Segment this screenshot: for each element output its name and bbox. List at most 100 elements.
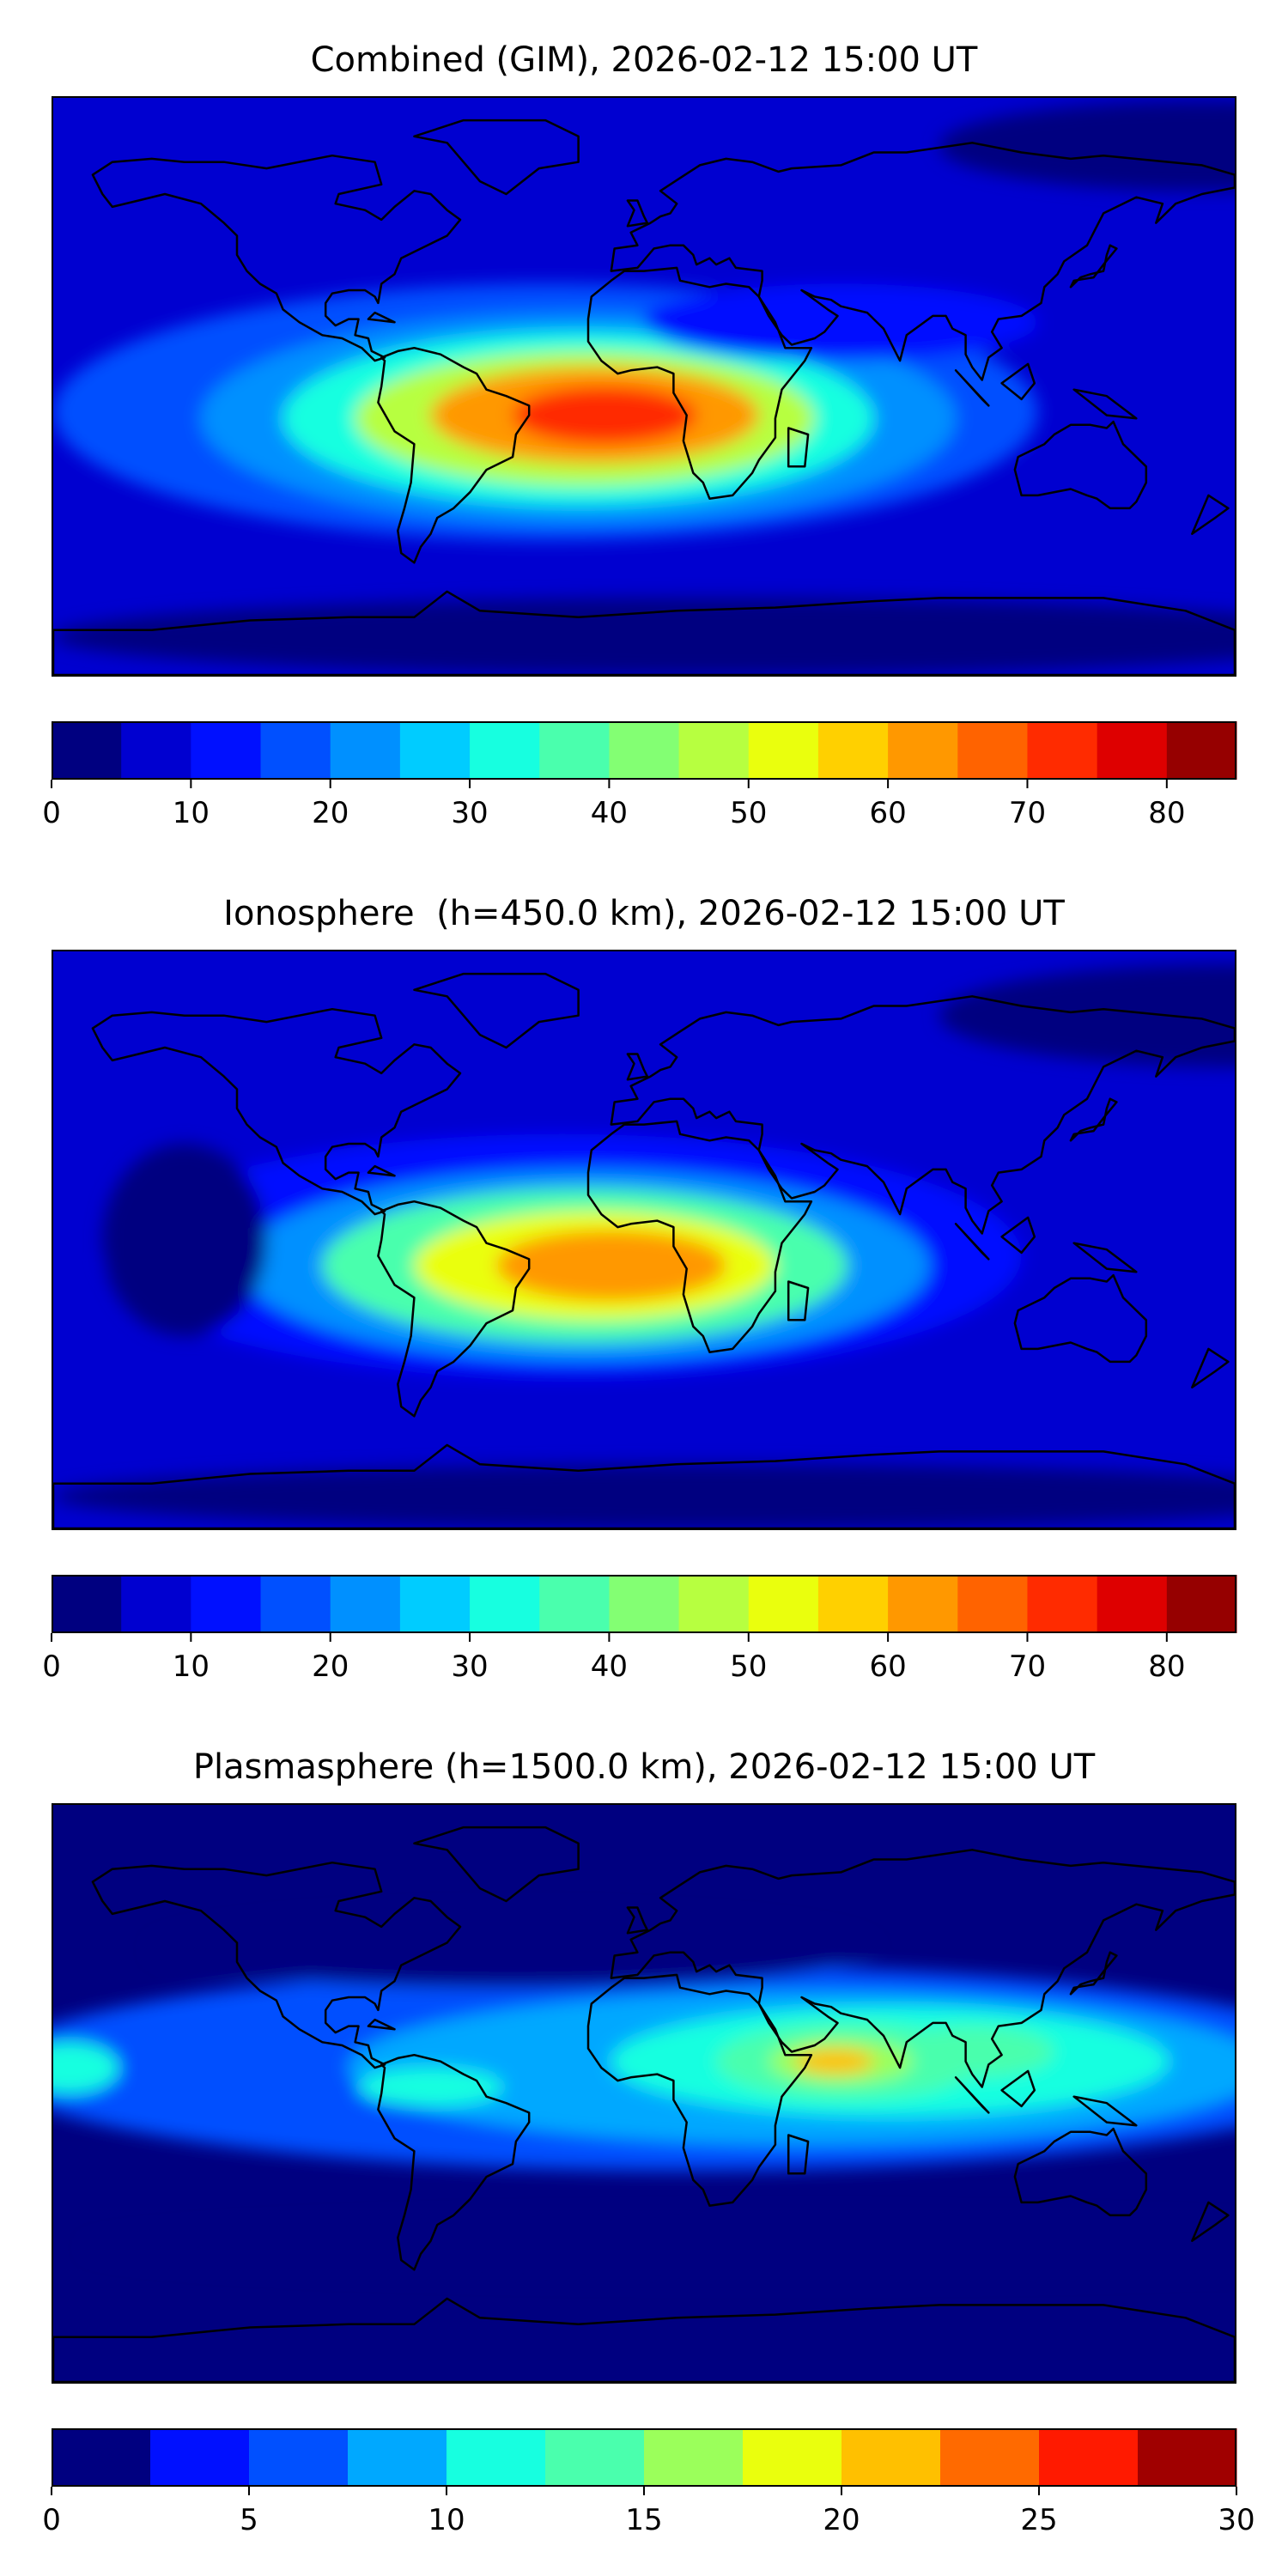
colorbar-tick-label: 60 <box>869 796 906 830</box>
colorbar-segment <box>888 721 958 780</box>
contour-band <box>513 386 697 445</box>
colorbar-segment <box>678 1575 750 1633</box>
colorbar-tick-label: 0 <box>42 1649 61 1684</box>
colorbar-segment <box>1138 2428 1237 2487</box>
coastline <box>53 590 1235 675</box>
colorbar-tick-label: 20 <box>823 2503 860 2537</box>
coastline <box>787 1280 810 1321</box>
colorbar-segment <box>609 721 680 780</box>
colorbar-combined: 0 10 20 30 40 50 60 70 80 <box>42 721 1237 830</box>
colorbar-segment <box>348 2428 447 2487</box>
coastline <box>367 1164 396 1177</box>
colorbar-segment <box>817 1575 889 1633</box>
contour-band <box>939 963 1235 1067</box>
colorbar-segment <box>1166 721 1237 780</box>
coastline <box>954 1223 990 1261</box>
contour-band <box>53 2042 119 2093</box>
coastline <box>954 2076 990 2114</box>
colorbar-segment <box>52 721 122 780</box>
coastline <box>413 972 580 1049</box>
contour-band <box>794 2048 874 2075</box>
colorbar-segment <box>940 2428 1040 2487</box>
colorbar-segment <box>743 2428 842 2487</box>
colorbar-segment <box>470 721 540 780</box>
contour-band <box>644 283 1038 361</box>
map-ionosphere <box>52 950 1236 1530</box>
colorbar-segment <box>52 1575 122 1633</box>
coastline <box>1191 1347 1230 1388</box>
colorbar-tick-label: 30 <box>1218 2503 1255 2537</box>
coastline <box>610 995 1235 1235</box>
colorbar-segment <box>841 2428 941 2487</box>
coastline <box>1069 244 1118 289</box>
colorbar-segment <box>748 721 819 780</box>
colorbar-tick-label: 80 <box>1148 796 1185 830</box>
coastlines <box>53 118 1235 675</box>
colorbar-segment <box>447 2428 546 2487</box>
colorbar-segment <box>545 2428 645 2487</box>
colorbar-segment <box>52 2428 151 2487</box>
colorbar-segment <box>678 721 750 780</box>
coastline <box>1069 1097 1118 1142</box>
colorbar-segment <box>330 721 401 780</box>
colorbar-segment <box>399 721 471 780</box>
colorbar-tick-label: 30 <box>451 796 488 830</box>
colorbar-segment <box>888 1575 958 1633</box>
colorbar-frame <box>52 2428 1236 2487</box>
coastline <box>91 154 462 362</box>
coastline <box>377 1200 531 1418</box>
coastline <box>53 2297 1235 2382</box>
coastline <box>1072 1242 1138 1273</box>
coastline <box>1013 420 1148 510</box>
chart-title: Combined (GIM), 2026-02-12 15:00 UT <box>310 40 978 80</box>
colorbar-segment <box>748 1575 819 1633</box>
colorbar-segment <box>121 721 191 780</box>
colorbar-tick-label: 0 <box>42 796 61 830</box>
contour-band <box>102 1144 267 1336</box>
colorbar-tick-label: 30 <box>451 1649 488 1684</box>
colorbar-segment <box>644 2428 744 2487</box>
colorbar-segment <box>1039 2428 1139 2487</box>
colorbar-tick-label: 20 <box>312 796 349 830</box>
colorbar-segment <box>609 1575 680 1633</box>
coastline <box>954 369 990 407</box>
coastline <box>1000 1216 1036 1255</box>
coastline <box>367 311 396 324</box>
coastline <box>626 1906 649 1935</box>
colorbar-ionosphere: 0 10 20 30 40 50 60 70 80 <box>42 1575 1237 1684</box>
colorbar-tick-label: 5 <box>240 2503 258 2537</box>
coastline <box>1013 2127 1148 2217</box>
colorbar-segment <box>260 721 331 780</box>
coastline <box>787 2134 810 2175</box>
contour-band <box>53 1464 1235 1528</box>
contour-field <box>53 1911 1235 2280</box>
chart-title: Plasmasphere (h=1500.0 km), 2026-02-12 1… <box>192 1747 1096 1787</box>
colorbar-segment <box>1027 1575 1098 1633</box>
colorbar-tick-label: 40 <box>591 1649 628 1684</box>
colorbar-tick-label: 10 <box>428 2503 465 2537</box>
colorbar-tick-label: 70 <box>1009 1649 1046 1684</box>
coastline <box>367 2018 396 2031</box>
colorbar-tick-label: 50 <box>730 1649 767 1684</box>
contour-band <box>496 1230 726 1301</box>
coastline <box>413 1826 580 1903</box>
contour-band <box>86 2215 1235 2280</box>
colorbar-frame <box>52 1575 1236 1633</box>
colorbar-segment <box>1097 721 1168 780</box>
coastline <box>787 427 810 468</box>
coastline <box>1000 362 1036 401</box>
coastline <box>377 2053 531 2271</box>
map-plasmasphere <box>52 1803 1236 2384</box>
colorbar-tick-label: 80 <box>1148 1649 1185 1684</box>
colorbar-segment <box>191 721 262 780</box>
colorbar-segment <box>121 1575 191 1633</box>
coastline <box>377 346 531 564</box>
colorbar-segment <box>1097 1575 1168 1633</box>
contour-band <box>151 1911 874 1988</box>
colorbar-segment <box>150 2428 250 2487</box>
colorbar-tick-label: 20 <box>312 1649 349 1684</box>
coastline <box>610 142 1235 381</box>
map-combined <box>52 96 1236 677</box>
contour-band <box>939 100 1235 191</box>
colorbar-plasmasphere: 0 5 10 15 20 25 30 <box>42 2428 1255 2537</box>
